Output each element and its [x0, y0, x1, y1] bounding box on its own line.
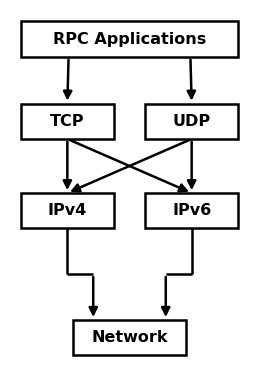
Text: TCP: TCP	[50, 114, 85, 129]
FancyBboxPatch shape	[21, 103, 114, 139]
FancyBboxPatch shape	[145, 103, 238, 139]
FancyBboxPatch shape	[145, 193, 238, 228]
FancyBboxPatch shape	[21, 193, 114, 228]
Text: UDP: UDP	[172, 114, 211, 129]
Text: IPv6: IPv6	[172, 203, 211, 218]
Text: Network: Network	[91, 330, 168, 345]
Text: RPC Applications: RPC Applications	[53, 32, 206, 47]
Text: IPv4: IPv4	[48, 203, 87, 218]
FancyBboxPatch shape	[73, 320, 186, 355]
FancyBboxPatch shape	[21, 21, 238, 57]
